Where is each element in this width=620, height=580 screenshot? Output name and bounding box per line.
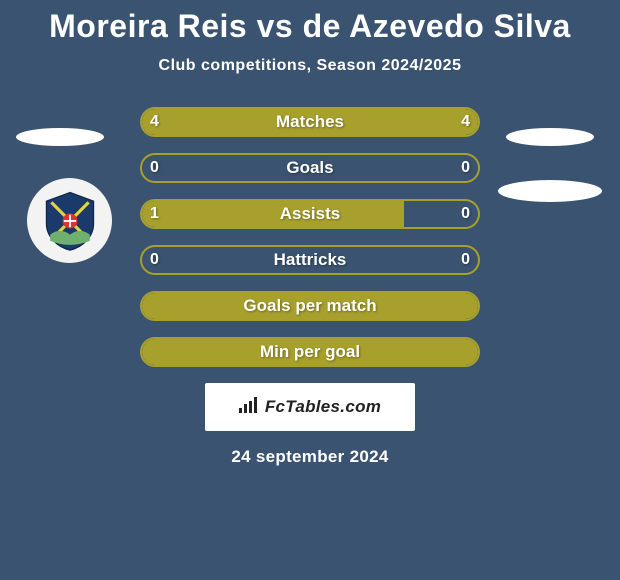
bar-fill-left [142, 201, 404, 227]
stat-value-left: 4 [150, 113, 159, 131]
stat-row-min_per_goal: Min per goal [0, 337, 620, 367]
player-placeholder-right-2 [498, 180, 602, 202]
bar-fill-left [142, 109, 310, 135]
stat-label: Hattricks [142, 250, 478, 270]
stat-value-left: 1 [150, 205, 159, 223]
stat-row-goals_per_match: Goals per match [0, 291, 620, 321]
footer-brand-text: FcTables.com [265, 397, 381, 416]
club-badge-left [27, 178, 112, 263]
footer-date: 24 september 2024 [0, 447, 620, 467]
stat-bar-hattricks: Hattricks0 0 [140, 245, 480, 275]
bar-fill [142, 339, 478, 365]
stat-value-left: 0 [150, 159, 159, 177]
bar-fill [142, 293, 478, 319]
shield-icon [39, 190, 101, 252]
stat-bar-min_per_goal: Min per goal [140, 337, 480, 367]
subtitle: Club competitions, Season 2024/2025 [0, 57, 620, 75]
stat-value-right: 0 [461, 205, 470, 223]
signal-icon [239, 384, 261, 432]
stat-value-right: 0 [461, 251, 470, 269]
stat-value-right: 0 [461, 159, 470, 177]
player-placeholder-left-0 [16, 128, 104, 146]
stat-row-goals: Goals0 0 [0, 153, 620, 183]
stat-bar-assists: Assists10 [140, 199, 480, 229]
bar-fill-right [310, 109, 478, 135]
stat-bar-goals_per_match: Goals per match [140, 291, 480, 321]
footer-brand-badge: FcTables.com [205, 383, 415, 431]
stat-value-right: 4 [461, 113, 470, 131]
stat-bar-matches: Matches44 [140, 107, 480, 137]
player-placeholder-right-1 [506, 128, 594, 146]
stat-value-left: 0 [150, 251, 159, 269]
stat-bar-goals: Goals0 0 [140, 153, 480, 183]
page-title: Moreira Reis vs de Azevedo Silva [0, 0, 620, 45]
stat-label: Goals [142, 158, 478, 178]
